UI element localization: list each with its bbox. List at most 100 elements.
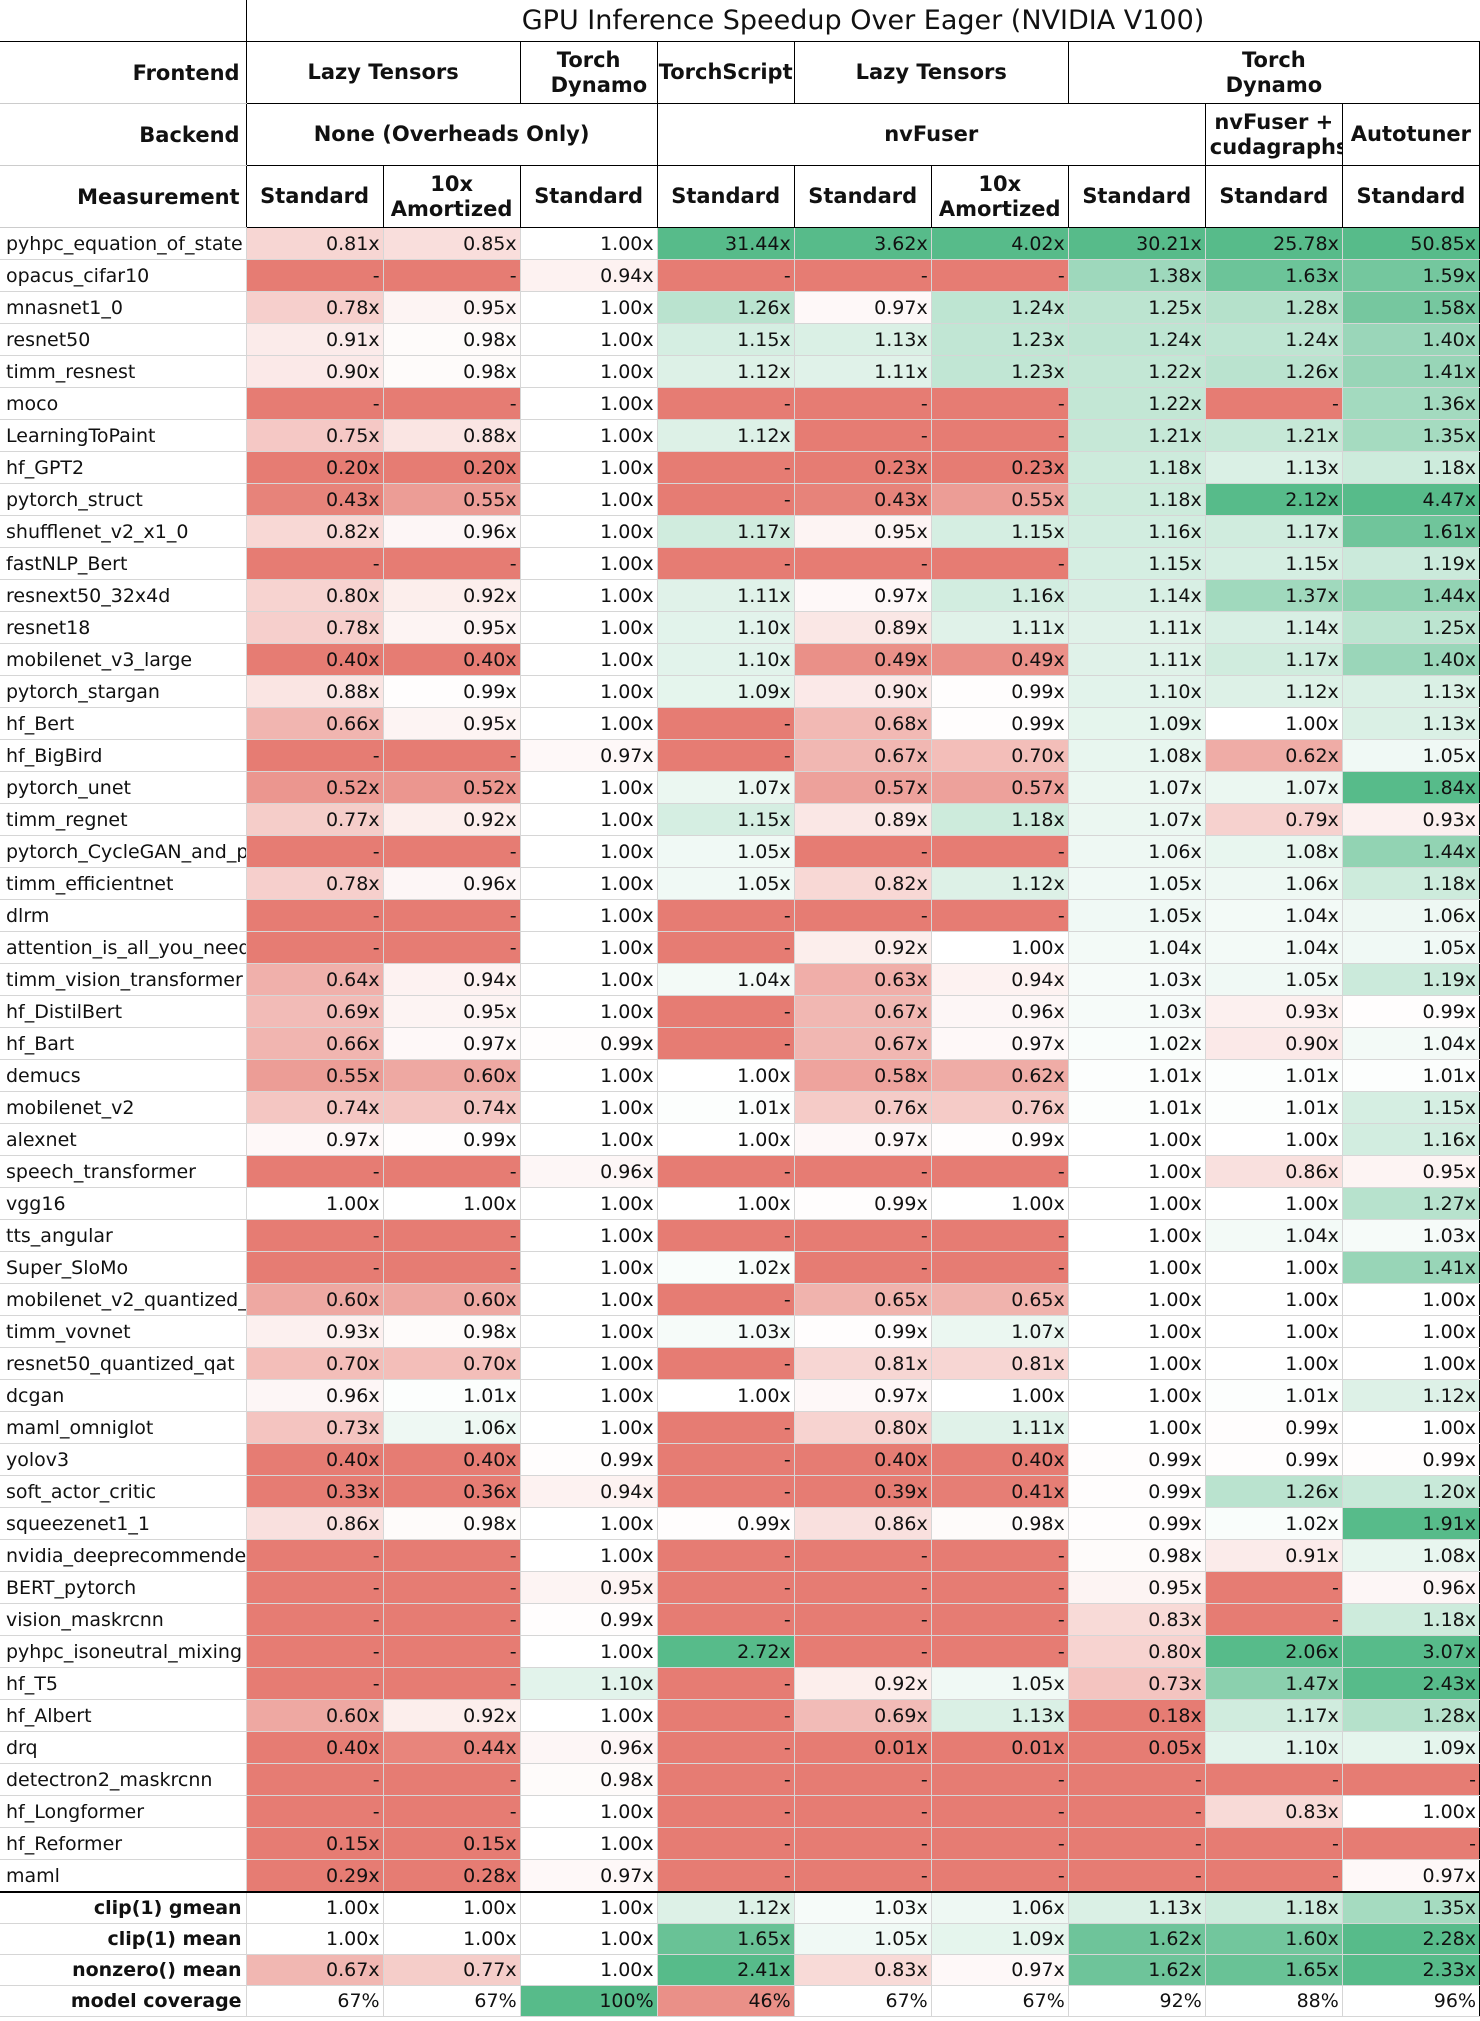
speedup-cell: 1.04x [656, 963, 795, 996]
speedup-cell: 1.01x [1204, 1091, 1343, 1124]
speedup-cell: 1.00x [245, 1923, 384, 1955]
frontend-header-2: TorchScript [656, 41, 795, 104]
speedup-cell: 3.62x [794, 227, 932, 260]
summary-row: clip(1) mean 1.00x 1.00x 1.00x 1.65x 1.05x 1.0… [0, 1923, 1480, 1955]
model-name: pyhpc_isoneutral_mixing [0, 1635, 247, 1668]
speedup-cell: 0.55x [383, 483, 521, 516]
speedup-cell: 1.01x [1204, 1379, 1343, 1412]
speedup-cell: 0.98x [520, 1763, 658, 1796]
speedup-cell: 1.23x [931, 355, 1069, 388]
speedup-cell: 1.00x [520, 1891, 658, 1924]
speedup-cell: 1.10x [656, 611, 795, 644]
model-name: timm_vision_transformer [0, 963, 247, 996]
table-row: pyhpc_isoneutral_mixing - -1.00x 2.72x - -0.8… [0, 1635, 1480, 1668]
speedup-cell: 1.91x [1342, 1507, 1480, 1540]
model-name: timm_resnest [0, 355, 247, 388]
speedup-cell: 0.58x [794, 1059, 932, 1092]
speedup-cell: 1.00x [1068, 1187, 1206, 1220]
table-row: hf_Reformer 0.15x 0.15x 1.00x - - - - - - [0, 1827, 1480, 1860]
speedup-cell: 1.00x [520, 419, 658, 452]
measurement-header-8: Standard [1341, 165, 1480, 228]
speedup-cell: 1.10x [1068, 675, 1206, 708]
speedup-cell: - [794, 1251, 932, 1284]
speedup-cell: 0.91x [245, 323, 384, 356]
speedup-cell: 1.65x [656, 1923, 795, 1955]
speedup-cell: - [656, 899, 795, 932]
speedup-cell: 0.99x [931, 707, 1069, 740]
speedup-cell: - [794, 1763, 932, 1796]
speedup-cell: 0.96x [931, 995, 1069, 1028]
speedup-cell: 0.15x [245, 1827, 384, 1860]
speedup-cell: - [245, 1667, 384, 1700]
speedup-cell: 0.65x [794, 1283, 932, 1316]
speedup-cell: 1.00x [1068, 1283, 1206, 1316]
model-name: hf_Albert [0, 1699, 247, 1732]
speedup-cell: 1.00x [520, 579, 658, 612]
speedup-cell: - [383, 1635, 521, 1668]
speedup-cell: - [931, 419, 1069, 452]
speedup-cell: 1.04x [1068, 931, 1206, 964]
speedup-cell: 0.99x [520, 1603, 658, 1636]
speedup-cell: 1.15x [1068, 547, 1206, 580]
speedup-cell: - [794, 1859, 932, 1893]
model-name: mobilenet_v2 [0, 1091, 247, 1124]
speedup-cell: - [383, 259, 521, 292]
speedup-cell: 0.55x [245, 1059, 384, 1092]
speedup-cell: 1.13x [931, 1699, 1069, 1732]
speedup-cell: 0.92x [383, 1699, 521, 1732]
speedup-cell: 1.40x [1342, 323, 1480, 356]
model-name: pytorch_unet [0, 771, 247, 804]
model-name: hf_GPT2 [0, 451, 247, 484]
speedup-cell: - [794, 547, 932, 580]
speedup-cell: - [794, 835, 932, 868]
speedup-cell: 1.44x [1342, 835, 1480, 868]
speedup-cell: 0.40x [931, 1443, 1069, 1476]
speedup-cell: 1.00x [520, 1091, 658, 1124]
speedup-cell: - [383, 1155, 521, 1188]
table-row: alexnet 0.97x 0.99x 1.00x 1.00x 0.97x 0.99x 1.0… [0, 1123, 1480, 1156]
speedup-cell: - [656, 1155, 795, 1188]
speedup-cell: 1.00x [1342, 1283, 1480, 1316]
speedup-cell: 0.92x [383, 579, 521, 612]
speedup-cell: 1.00x [1068, 1219, 1206, 1252]
speedup-cell: 1.10x [1204, 1731, 1343, 1764]
speedup-cell: - [1068, 1859, 1206, 1893]
speedup-cell: 1.01x [656, 1091, 795, 1124]
measurement-header-0: Standard [245, 165, 384, 228]
speedup-cell: 1.18x [1204, 1891, 1343, 1924]
speedup-cell: 1.00x [520, 611, 658, 644]
speedup-cell: 1.00x [520, 643, 658, 676]
speedup-cell: 1.00x [520, 1507, 658, 1540]
speedup-cell: 1.02x [1204, 1507, 1343, 1540]
speedup-cell: 1.06x [931, 1891, 1069, 1924]
speedup-cell: 1.00x [520, 867, 658, 900]
speedup-cell: 1.06x [1068, 835, 1206, 868]
speedup-cell: - [656, 1603, 795, 1636]
speedup-cell: 1.13x [1342, 707, 1480, 740]
speedup-cell: 1.00x [383, 1891, 521, 1924]
speedup-cell: 1.11x [656, 579, 795, 612]
speedup-cell: 1.00x [520, 1251, 658, 1284]
speedup-cell: 1.28x [1204, 291, 1343, 324]
table-row: timm_regnet 0.77x 0.92x 1.00x 1.15x 0.89x 1.18… [0, 803, 1480, 836]
model-name: mnasnet1_0 [0, 291, 247, 324]
speedup-cell: 0.98x [383, 323, 521, 356]
speedup-cell: 0.73x [245, 1411, 384, 1444]
table-row: vision_maskrcnn - -0.99x - - -0.83x -1.18x [0, 1603, 1480, 1636]
speedup-cell: 0.99x [1204, 1411, 1343, 1444]
speedup-cell: 1.00x [520, 1059, 658, 1092]
speedup-cell: 0.89x [794, 803, 932, 836]
model-name: resnext50_32x4d [0, 579, 247, 612]
speedup-cell: 1.19x [1342, 547, 1480, 580]
speedup-cell: 1.00x [1068, 1155, 1206, 1188]
measurement-header-5: 10x Amortized [930, 165, 1069, 228]
speedup-cell: 67% [245, 1985, 384, 2017]
speedup-cell: - [656, 1539, 795, 1572]
speedup-cell: 0.93x [1342, 803, 1480, 836]
speedup-cell: 0.81x [931, 1347, 1069, 1380]
speedup-cell: 1.15x [1204, 547, 1343, 580]
model-name: hf_BigBird [0, 739, 247, 772]
model-name: pytorch_struct [0, 483, 247, 516]
backend-header-2: nvFuser + cudagraphs [1204, 103, 1343, 166]
speedup-cell: - [794, 419, 932, 452]
